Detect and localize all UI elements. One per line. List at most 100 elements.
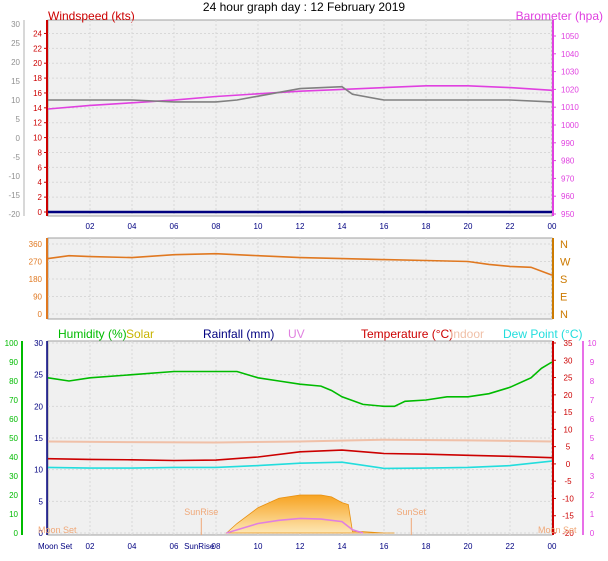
compass-label: W <box>560 257 571 269</box>
y-axis-barometer: 1050 1040 1030 1020 1010 1000 990 980 970 960 950 <box>552 20 579 219</box>
x-tick-label: 22 <box>506 542 515 551</box>
series-direction <box>47 252 553 276</box>
y-tick-label: 30 <box>564 356 573 365</box>
y-tick-label: 0 <box>566 460 571 469</box>
x-tick-label: 04 <box>128 542 137 551</box>
y-tick-label: 30 <box>34 339 43 348</box>
series-line-uv <box>226 517 364 534</box>
y-tick-label: 12 <box>33 119 42 128</box>
windspeed-label: Windspeed (kts) <box>48 9 135 23</box>
chart-title: 24 hour graph day : 12 February 2019 <box>203 0 405 14</box>
y-tick-label: 20 <box>33 59 42 68</box>
y-tick-label: 10 <box>11 96 20 105</box>
series-area-solar <box>225 494 395 534</box>
series-line-barometer <box>47 85 553 110</box>
sun-event-label: SunRise <box>184 507 218 517</box>
y-tick-label: 0 <box>14 529 19 538</box>
y-tick-label: 1000 <box>561 121 579 130</box>
legend-uv: UV <box>288 327 305 341</box>
y-tick-label: -20 <box>8 210 20 219</box>
y-tick-label: 3 <box>590 472 595 481</box>
y-tick-label: 14 <box>33 104 42 113</box>
x-tick-label: SunRise <box>184 542 215 551</box>
x-tick-label: 22 <box>506 222 515 231</box>
y-tick-label: 1020 <box>561 85 579 94</box>
y-tick-label: 4 <box>590 453 595 462</box>
series-line-temperature <box>47 449 553 462</box>
y-axis-direction: 360 270 180 90 0 <box>29 238 48 319</box>
y-tick-label: 180 <box>29 275 43 284</box>
y-tick-label: 10 <box>564 425 573 434</box>
y-tick-label: 5 <box>566 443 571 452</box>
y-tick-label: 270 <box>29 258 43 267</box>
sun-moon-events: SunRise SunSet Moon Set Moon Set <box>38 507 577 535</box>
y-tick-label: 5 <box>39 497 44 506</box>
y-tick-label: 22 <box>33 44 42 53</box>
y-tick-label: 6 <box>38 163 43 172</box>
series-wind-baro <box>47 85 553 214</box>
y-axis-outer: 30 25 20 15 10 5 0 -5 -10 -15 -20 <box>8 20 25 219</box>
x-axis-wind: 02 04 06 08 10 12 14 16 18 20 22 00 <box>86 222 557 231</box>
series-line-indoor <box>47 438 553 444</box>
y-tick-label: -10 <box>8 172 20 181</box>
x-tick-label: 16 <box>380 542 389 551</box>
compass-label: S <box>560 274 567 286</box>
legend-rainfall: Rainfall (mm) <box>203 327 274 341</box>
y-tick-label: 35 <box>564 339 573 348</box>
x-tick-label: 20 <box>464 542 473 551</box>
y-axis-temperature: 35 30 25 20 15 10 5 0 -5 -10 -15 -20 <box>552 339 574 538</box>
y-tick-label: 90 <box>9 358 18 367</box>
y-tick-label: 1050 <box>561 32 579 41</box>
x-tick-label: 08 <box>212 222 221 231</box>
y-tick-label: 25 <box>34 371 43 380</box>
series-line-axis <box>48 85 553 103</box>
y-tick-label: 0 <box>39 529 44 538</box>
y-tick-label: 10 <box>588 339 597 348</box>
y-tick-label: 970 <box>561 174 575 183</box>
x-tick-label: 14 <box>338 542 347 551</box>
y-tick-label: 90 <box>33 293 42 302</box>
y-axis-rainfall: 30 25 20 15 10 5 0 <box>34 339 48 538</box>
grid-wind <box>48 20 553 216</box>
y-tick-label: 1030 <box>561 68 579 77</box>
x-tick-label: 14 <box>338 222 347 231</box>
y-tick-label: 2 <box>38 193 43 202</box>
compass-label: N <box>560 239 568 251</box>
x-tick-label: 20 <box>464 222 473 231</box>
series-line-humidity <box>47 361 553 408</box>
y-tick-label: 950 <box>561 210 575 219</box>
y-tick-label: 6 <box>590 415 595 424</box>
panel-wind-baro: Windspeed (kts) Barometer (hpa) 24222018… <box>8 9 603 231</box>
x-tick-label: 00 <box>548 542 557 551</box>
x-tick-label: 02 <box>86 542 95 551</box>
legend-solar: Solar <box>126 327 154 341</box>
y-tick-label: 25 <box>11 39 20 48</box>
y-tick-label: 1 <box>590 510 595 519</box>
y-tick-label: 20 <box>564 391 573 400</box>
x-tick-label: Moon Set <box>38 542 73 551</box>
y-tick-label: 25 <box>564 374 573 383</box>
y-tick-label: 15 <box>11 77 20 86</box>
y-tick-label: 50 <box>9 434 18 443</box>
y-tick-label: 980 <box>561 157 575 166</box>
x-tick-label: 04 <box>128 222 137 231</box>
legend-dewpoint: Dew Point (°C) <box>503 327 582 341</box>
y-tick-label: 20 <box>34 402 43 411</box>
y-tick-label: 18 <box>33 74 42 83</box>
x-tick-label: 18 <box>422 542 431 551</box>
y-tick-label: -15 <box>562 512 574 521</box>
y-tick-label: 9 <box>590 358 595 367</box>
y-tick-label: 0 <box>590 529 595 538</box>
x-tick-label: 16 <box>380 222 389 231</box>
y-tick-label: 10 <box>34 466 43 475</box>
y-tick-label: 70 <box>9 396 18 405</box>
legend-indoor: Indoor <box>450 327 484 341</box>
y-tick-label: 8 <box>590 377 595 386</box>
